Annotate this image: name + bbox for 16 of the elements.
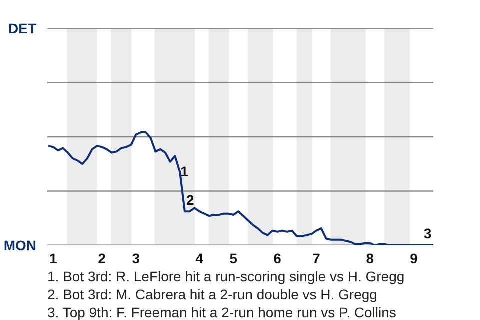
text: 1. Bot 3rd: R. LeFlore hit a run-scoring single vs H. Gregg — [48, 268, 405, 284]
x-tick-label: 9 — [410, 250, 418, 266]
annotation: 3 — [424, 226, 432, 242]
x-tick-label: 1 — [49, 250, 58, 266]
x-tick-label: 2 — [98, 250, 106, 266]
x-tick-label: 8 — [366, 250, 374, 266]
x-tick-label: 4 — [196, 250, 204, 266]
text: MON — [4, 238, 37, 254]
text: 2. Bot 3rd: M. Cabrera hit a 2-run double vs H. Gregg — [48, 286, 378, 302]
x-tick-label: 6 — [274, 250, 282, 266]
text: DET — [8, 20, 37, 36]
x-tick-label: 5 — [230, 250, 238, 266]
annotation: 2 — [186, 192, 194, 208]
x-tick-label: 3 — [132, 250, 140, 266]
annotation: 1 — [180, 164, 189, 180]
x-tick-label: 7 — [312, 250, 321, 266]
